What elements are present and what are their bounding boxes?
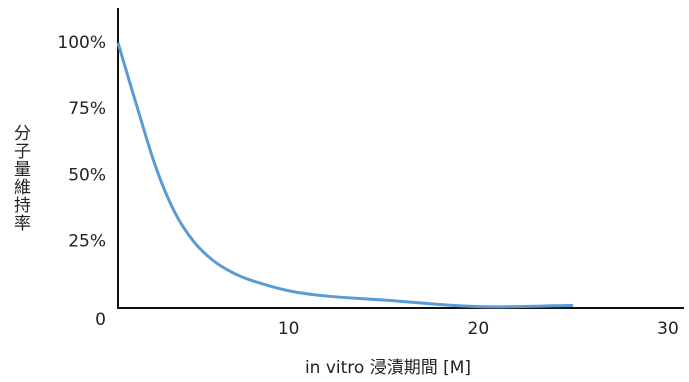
- y-tick-label: 75%: [68, 99, 106, 119]
- x-tick-label: 30: [657, 319, 679, 339]
- y-tick-label: 25%: [68, 232, 106, 252]
- y-axis-label: 分子量維持率: [10, 124, 31, 232]
- data-line: [116, 42, 574, 309]
- x-tick-label: 10: [278, 319, 300, 339]
- y-tick-label: 0: [95, 310, 106, 330]
- x-axis-label: in vitro 浸漬期間 [M]: [305, 358, 471, 378]
- y-tick-label: 100%: [57, 33, 106, 53]
- y-tick-label: 50%: [68, 165, 106, 185]
- x-tick-label: 20: [468, 319, 490, 339]
